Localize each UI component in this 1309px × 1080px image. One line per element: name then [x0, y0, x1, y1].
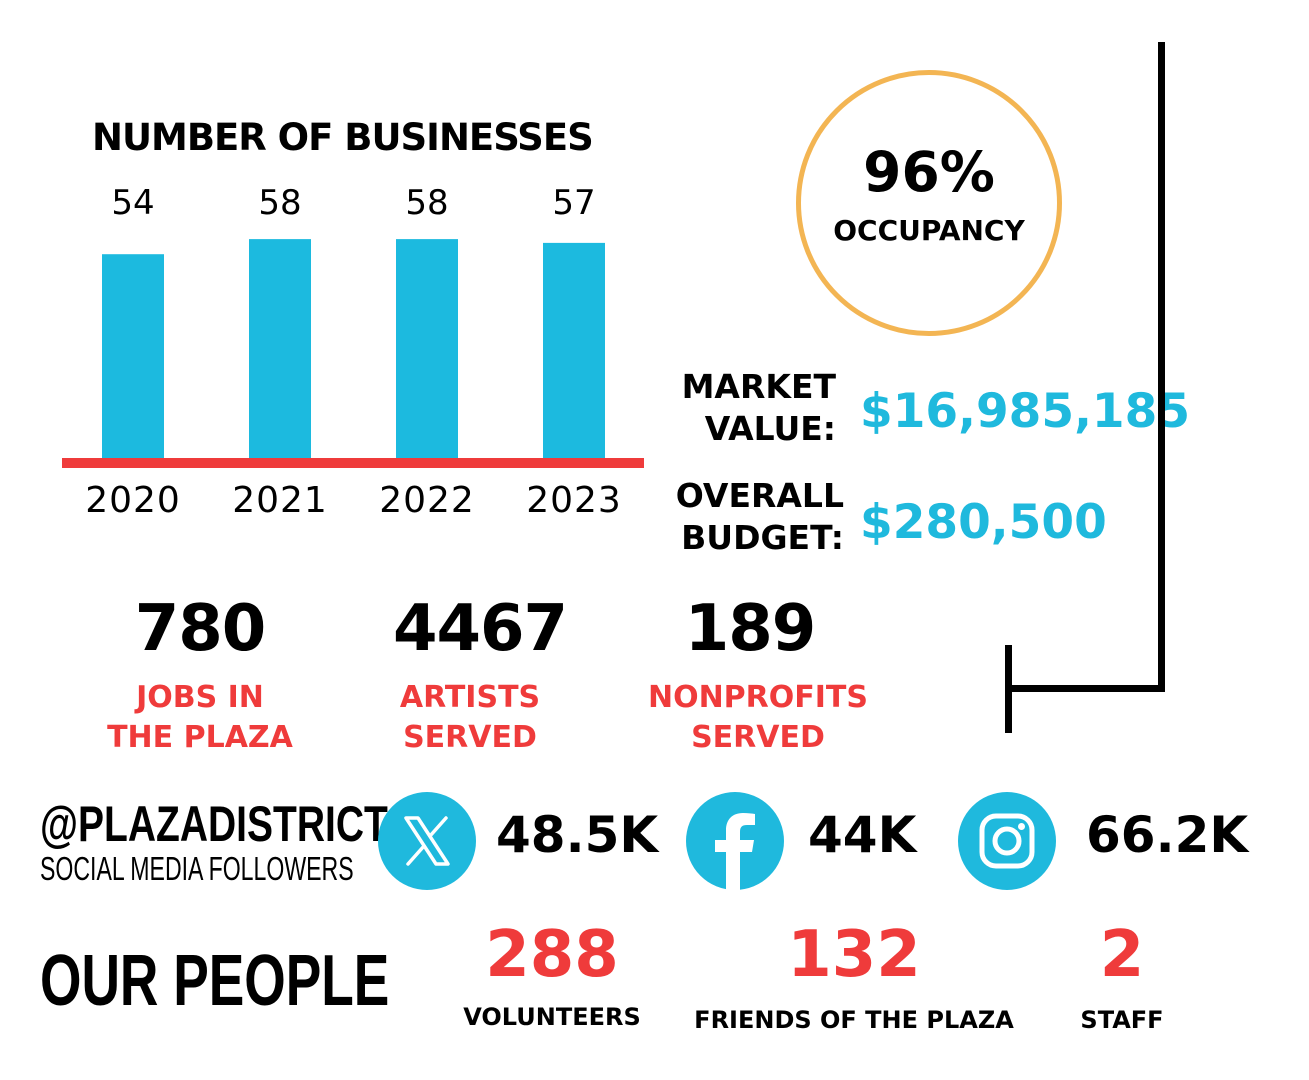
artists-label: ARTISTS SERVED: [320, 678, 620, 758]
x-tick-label: 2020: [85, 480, 181, 521]
bar-2021: [249, 239, 311, 458]
nonprofits-label-line1: NONPROFITS: [647, 680, 869, 715]
occupancy-ring: [796, 70, 1062, 336]
social-handle: @PLAZADISTRICT: [40, 796, 388, 852]
friends-number: 132: [787, 918, 921, 992]
volunteers-label: VOLUNTEERS: [463, 1003, 641, 1031]
x-tick-label: 2023: [526, 480, 622, 521]
jobs-number: 780: [134, 592, 267, 666]
bar-value-label: 57: [552, 183, 595, 223]
chart-baseline: [62, 458, 644, 468]
bar-value-label: 58: [258, 183, 301, 223]
overall-budget-label-line1: OVERALL: [675, 476, 844, 515]
bracket-end-cap: [1005, 645, 1012, 733]
bar-value-label: 58: [405, 183, 448, 223]
x-tick-label: 2022: [379, 480, 475, 521]
market-value-label: MARKET VALUE:: [660, 366, 836, 450]
overall-budget-label: OVERALL BUDGET:: [660, 475, 844, 559]
social-subtitle: SOCIAL MEDIA FOLLOWERS: [40, 850, 354, 887]
occupancy-label: OCCUPANCY: [833, 214, 1025, 247]
artists-number: 4467: [392, 592, 568, 666]
jobs-label: JOBS IN THE PLAZA: [50, 678, 350, 758]
businesses-bar-chart: 54 2020 58 2021 58 2022 57 2023: [62, 183, 644, 521]
x-followers-count: 48.5K: [496, 806, 659, 864]
bracket-horizontal-line: [1008, 685, 1165, 692]
chart-title: NUMBER OF BUSINESSES: [92, 116, 594, 159]
staff-number: 2: [1099, 918, 1145, 992]
instagram-followers-count: 66.2K: [1086, 806, 1249, 864]
overall-budget-amount: $280,500: [860, 495, 1107, 550]
facebook-icon[interactable]: [686, 792, 784, 890]
market-value-amount: $16,985,185: [860, 384, 1191, 439]
jobs-label-line1: JOBS IN: [136, 680, 264, 715]
facebook-followers-count: 44K: [808, 806, 917, 864]
bar-2022: [396, 239, 458, 458]
instagram-icon[interactable]: [958, 792, 1056, 890]
market-value-label-line1: MARKET: [681, 367, 836, 406]
volunteers-number: 288: [485, 918, 619, 992]
overall-budget-label-line2: BUDGET:: [681, 518, 844, 557]
staff-label: STAFF: [1080, 1006, 1164, 1034]
market-value-label-line2: VALUE:: [704, 409, 836, 448]
occupancy-value: 96%: [863, 140, 995, 204]
bar-value-label: 54: [111, 183, 154, 223]
x-icon[interactable]: [378, 792, 476, 890]
artists-label-line2: SERVED: [403, 720, 537, 755]
nonprofits-label-line2: SERVED: [691, 720, 825, 755]
our-people-title: OUR PEOPLE: [40, 941, 390, 1021]
bracket-vertical-line: [1158, 42, 1165, 692]
friends-label: FRIENDS OF THE PLAZA: [694, 1006, 1014, 1034]
nonprofits-label: NONPROFITS SERVED: [608, 678, 908, 758]
bar-2020: [102, 254, 164, 458]
bar-2023: [543, 242, 605, 458]
jobs-label-line2: THE PLAZA: [107, 720, 293, 755]
nonprofits-number: 189: [684, 592, 817, 666]
x-tick-label: 2021: [232, 480, 328, 521]
artists-label-line1: ARTISTS: [399, 680, 541, 715]
